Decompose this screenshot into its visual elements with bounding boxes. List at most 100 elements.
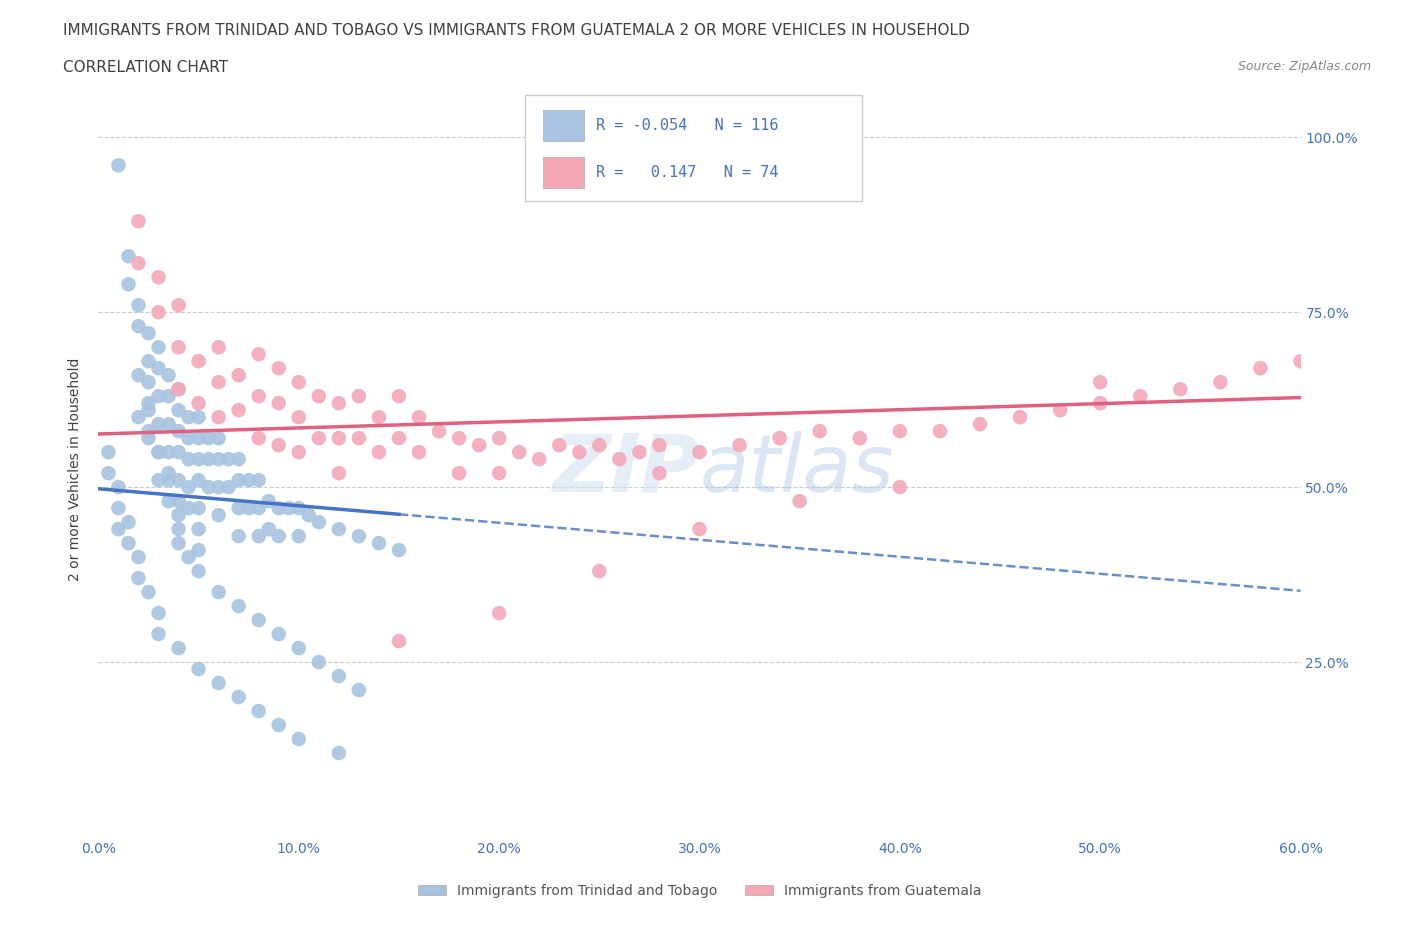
Point [308,431,330,445]
Text: atlas: atlas [700,431,894,509]
Point [347,683,370,698]
Point [388,389,411,404]
Point [488,605,510,620]
Point [208,585,231,600]
Point [447,431,470,445]
Point [488,431,510,445]
Point [167,522,190,537]
Point [288,528,311,543]
Point [308,655,330,670]
Point [257,522,280,537]
Point [288,500,311,515]
Point [228,690,250,705]
Point [929,424,952,439]
Point [138,403,160,418]
Point [177,410,200,425]
Point [187,661,209,676]
Point [889,424,911,439]
Point [288,410,311,425]
Point [157,466,180,481]
Point [138,585,160,600]
Point [609,452,631,467]
Point [167,445,190,459]
Text: R =   0.147   N = 74: R = 0.147 N = 74 [596,166,779,180]
Point [128,571,150,586]
Point [107,480,129,495]
Point [117,536,139,551]
Point [148,389,170,404]
Point [328,431,350,445]
Point [889,480,911,495]
Text: IMMIGRANTS FROM TRINIDAD AND TOBAGO VS IMMIGRANTS FROM GUATEMALA 2 OR MORE VEHIC: IMMIGRANTS FROM TRINIDAD AND TOBAGO VS I… [63,23,970,38]
Point [167,472,190,487]
Point [548,438,571,453]
Point [138,326,160,340]
Point [308,389,330,404]
Point [267,396,290,411]
Point [167,424,190,439]
Point [187,431,209,445]
Point [187,543,209,558]
Point [368,410,391,425]
Point [298,508,321,523]
Point [1049,403,1071,418]
Point [247,613,270,628]
Point [148,605,170,620]
Point [138,353,160,368]
Point [128,367,150,382]
Point [148,472,170,487]
Point [628,445,651,459]
Point [267,361,290,376]
Point [187,353,209,368]
Point [208,375,231,390]
Point [288,445,311,459]
Point [208,431,231,445]
Point [187,522,209,537]
Point [167,641,190,656]
Point [128,319,150,334]
Point [529,452,551,467]
Point [1289,353,1312,368]
Point [97,466,120,481]
Point [247,500,270,515]
Point [208,339,231,354]
Point [408,410,430,425]
Point [218,452,240,467]
Point [1129,389,1152,404]
Point [689,522,711,537]
Point [728,438,751,453]
Point [138,375,160,390]
Point [328,746,350,761]
Point [148,361,170,376]
Text: CORRELATION CHART: CORRELATION CHART [63,60,228,75]
Point [1250,361,1272,376]
Y-axis label: 2 or more Vehicles in Household: 2 or more Vehicles in Household [69,358,83,581]
Point [107,158,129,173]
Point [167,298,190,312]
Legend: Immigrants from Trinidad and Tobago, Immigrants from Guatemala: Immigrants from Trinidad and Tobago, Imm… [412,879,987,904]
Point [218,480,240,495]
Point [247,528,270,543]
Point [197,480,219,495]
Point [228,367,250,382]
Point [568,445,591,459]
Point [267,718,290,733]
Text: Source: ZipAtlas.com: Source: ZipAtlas.com [1237,60,1371,73]
Point [148,339,170,354]
Point [347,389,370,404]
Point [267,627,290,642]
Point [267,528,290,543]
Point [247,431,270,445]
Point [208,480,231,495]
Point [148,445,170,459]
Point [138,431,160,445]
Point [247,389,270,404]
Point [388,543,411,558]
Point [128,410,150,425]
Point [328,669,350,684]
Point [138,424,160,439]
Point [769,431,792,445]
Point [167,494,190,509]
Point [187,564,209,578]
Point [368,445,391,459]
